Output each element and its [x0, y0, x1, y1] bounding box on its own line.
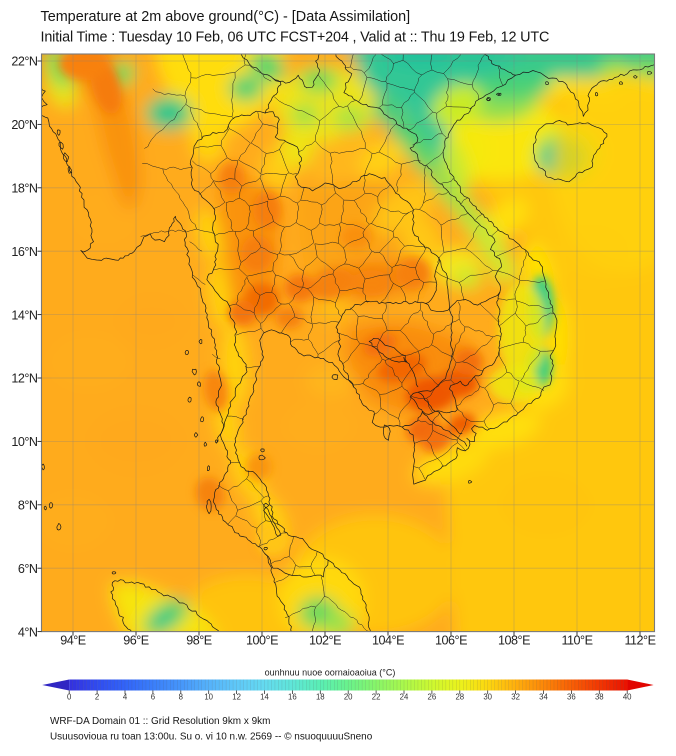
svg-text:32: 32 — [511, 693, 520, 702]
svg-text:36: 36 — [567, 693, 576, 702]
svg-text:8°N: 8°N — [18, 499, 38, 513]
svg-text:30: 30 — [483, 693, 492, 702]
svg-text:96°E: 96°E — [123, 634, 149, 648]
svg-text:12: 12 — [232, 693, 241, 702]
svg-text:18: 18 — [316, 693, 325, 702]
svg-text:38: 38 — [595, 693, 604, 702]
svg-text:ounhnuu nuoe oornaioaoiua (°C): ounhnuu nuoe oornaioaoiua (°C) — [265, 668, 396, 678]
svg-text:14: 14 — [260, 693, 269, 702]
svg-text:106°E: 106°E — [435, 634, 467, 648]
svg-text:2: 2 — [95, 693, 99, 702]
svg-text:4°N: 4°N — [18, 625, 38, 639]
svg-text:24: 24 — [400, 693, 409, 702]
svg-text:100°E: 100°E — [246, 634, 278, 648]
svg-text:34: 34 — [539, 693, 548, 702]
svg-text:98°E: 98°E — [186, 634, 212, 648]
svg-text:22°N: 22°N — [11, 55, 38, 69]
svg-text:104°E: 104°E — [372, 634, 404, 648]
svg-text:94°E: 94°E — [60, 634, 86, 648]
svg-text:Temperature at 2m above ground: Temperature at 2m above ground(°C) - [Da… — [41, 9, 411, 25]
svg-text:0: 0 — [67, 693, 72, 702]
svg-text:20: 20 — [344, 693, 353, 702]
svg-text:18°N: 18°N — [11, 182, 38, 196]
svg-text:112°E: 112°E — [624, 634, 655, 648]
svg-text:40: 40 — [623, 693, 632, 702]
svg-text:20°N: 20°N — [11, 118, 38, 132]
svg-text:Usuusovioua ru toan 13:00u. Su: Usuusovioua ru toan 13:00u. Su o. vi 10 … — [50, 731, 373, 742]
svg-text:6: 6 — [151, 693, 155, 702]
svg-text:16: 16 — [288, 693, 297, 702]
svg-text:110°E: 110°E — [561, 634, 592, 648]
svg-text:6°N: 6°N — [18, 562, 38, 576]
svg-text:12°N: 12°N — [11, 372, 38, 386]
svg-text:14°N: 14°N — [11, 308, 38, 322]
svg-text:16°N: 16°N — [11, 245, 38, 259]
svg-text:22: 22 — [372, 693, 381, 702]
svg-text:102°E: 102°E — [309, 634, 341, 648]
svg-text:WRF-DA Domain 01 :: Grid Resol: WRF-DA Domain 01 :: Grid Resolution 9km … — [50, 716, 270, 727]
svg-text:108°E: 108°E — [498, 634, 530, 648]
svg-text:28: 28 — [455, 693, 464, 702]
svg-text:10: 10 — [204, 693, 213, 702]
svg-text:Initial Time : Tuesday 10 Feb,: Initial Time : Tuesday 10 Feb, 06 UTC FC… — [41, 30, 550, 46]
svg-text:8: 8 — [179, 693, 183, 702]
svg-text:26: 26 — [428, 693, 437, 702]
svg-text:10°N: 10°N — [11, 435, 38, 449]
svg-text:4: 4 — [123, 693, 128, 702]
